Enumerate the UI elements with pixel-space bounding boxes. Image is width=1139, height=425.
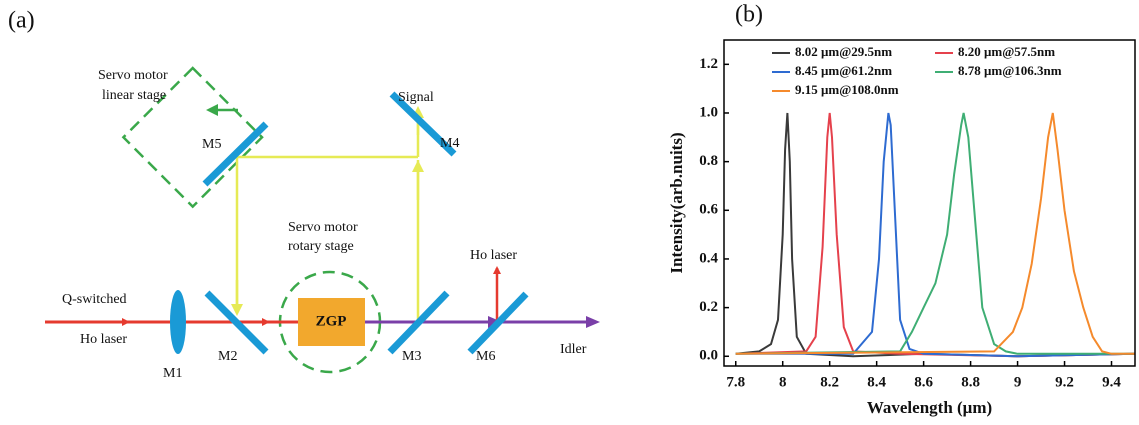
- plot-frame: [723, 39, 1136, 367]
- series-line: [735, 112, 1136, 358]
- linear-stage-frame: [121, 66, 264, 209]
- y-tick-label: 1.2: [699, 56, 718, 72]
- y-tick-label: 0.0: [699, 348, 718, 364]
- y-tick-label: 0.4: [699, 250, 718, 266]
- zgp-crystal: [298, 298, 365, 346]
- label: M4: [440, 136, 459, 151]
- label: Q-switched: [62, 292, 127, 307]
- x-tick-label: 9: [1014, 374, 1022, 390]
- legend-label: 8.45 μm@61.2nm: [795, 63, 892, 78]
- x-tick-label: 8.4: [867, 374, 886, 390]
- legend-label: 9.15 μm@108.0nm: [795, 82, 899, 97]
- label: Servo motor: [288, 220, 358, 235]
- diagram: [45, 66, 600, 374]
- label: Ho laser: [80, 332, 127, 347]
- label: M5: [202, 137, 221, 152]
- x-tick-label: 9.4: [1102, 374, 1121, 390]
- y-tick-label: 0.2: [699, 299, 718, 315]
- label: rotary stage: [288, 239, 354, 254]
- x-axis-title: Wavelength (μm): [867, 398, 992, 417]
- series-line: [735, 112, 1135, 355]
- x-tick-label: 8: [779, 374, 787, 390]
- legend-label: 8.02 μm@29.5nm: [795, 44, 892, 59]
- x-tick-label: 8.8: [961, 374, 980, 390]
- series-line: [735, 112, 1136, 358]
- label: Signal: [398, 90, 434, 105]
- y-tick-label: 0.8: [699, 153, 718, 169]
- label: M3: [402, 349, 421, 364]
- series-line: [735, 112, 1135, 355]
- label: Idler: [560, 342, 587, 357]
- label: ZGP: [316, 313, 347, 329]
- panel-label: (b): [735, 2, 763, 28]
- label: M2: [218, 349, 237, 364]
- label: linear stage: [102, 88, 166, 103]
- x-tick-label: 8.6: [914, 374, 933, 390]
- x-tick-label: 8.2: [820, 374, 839, 390]
- panel-label: (a): [8, 8, 35, 34]
- mirrors: [202, 91, 529, 355]
- x-tick-label: 7.8: [726, 374, 745, 390]
- y-tick-label: 0.6: [699, 202, 718, 218]
- label: Ho laser: [470, 248, 517, 263]
- y-tick-label: 1.0: [699, 104, 718, 120]
- y-axis-title: Intensity(arb.nuits): [667, 132, 686, 273]
- label: M1: [163, 366, 182, 381]
- legend-label: 8.78 μm@106.3nm: [958, 63, 1062, 78]
- series-line: [735, 112, 1136, 358]
- label: M6: [476, 349, 495, 364]
- label: Servo motor: [98, 68, 168, 83]
- lens-m1: [170, 290, 186, 354]
- legend-label: 8.20 μm@57.5nm: [958, 44, 1055, 59]
- x-tick-label: 9.2: [1055, 374, 1074, 390]
